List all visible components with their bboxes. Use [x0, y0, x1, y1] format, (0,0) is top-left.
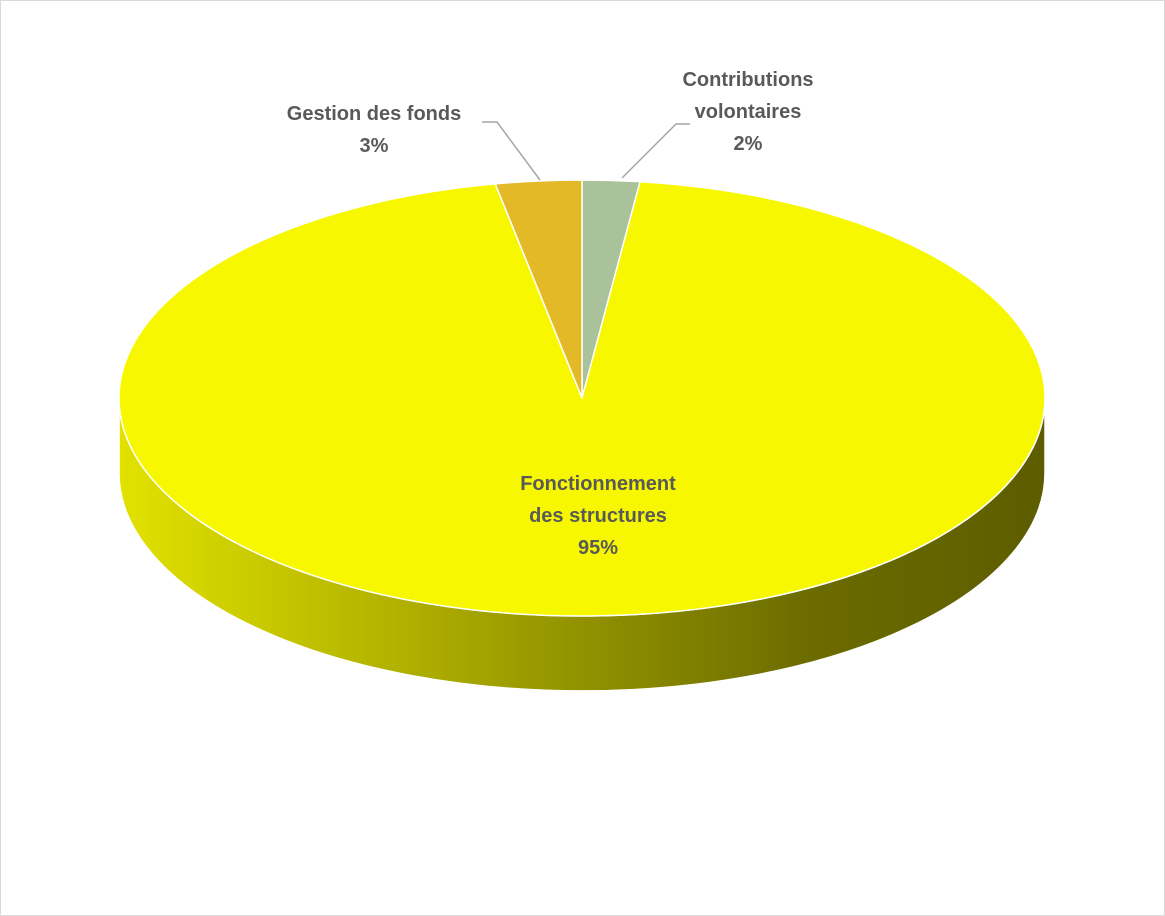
- data-label-contributions-volontaires: Contributions volontaires 2%: [682, 69, 813, 155]
- leader-line-contributions-volontaires: [621, 123, 690, 179]
- leader-line-gestion-des-fonds: [482, 121, 541, 181]
- data-label-value: 95%: [578, 537, 618, 559]
- pie-slice-gestion-des-fonds: [494, 179, 583, 399]
- data-label-value: 2%: [734, 133, 763, 155]
- pie-slice-fonctionnement-des-structures: [118, 180, 1046, 617]
- data-label-fonctionnement-des-structures: Fonctionnement des structures 95%: [520, 473, 676, 559]
- data-label-category: Contributions: [682, 69, 813, 91]
- data-label-category: des structures: [529, 505, 667, 527]
- data-label-value: 3%: [360, 135, 389, 157]
- data-label-category: Fonctionnement: [520, 473, 676, 495]
- data-labels: Contributions volontaires 2% Fonctionnement…: [287, 69, 814, 559]
- pie-slices: [118, 179, 1046, 617]
- leader-lines: [482, 121, 690, 181]
- data-label-gestion-des-fonds: Gestion des fonds 3%: [287, 103, 461, 157]
- data-label-category: Gestion des fonds: [287, 103, 461, 125]
- data-label-category: volontaires: [695, 101, 802, 123]
